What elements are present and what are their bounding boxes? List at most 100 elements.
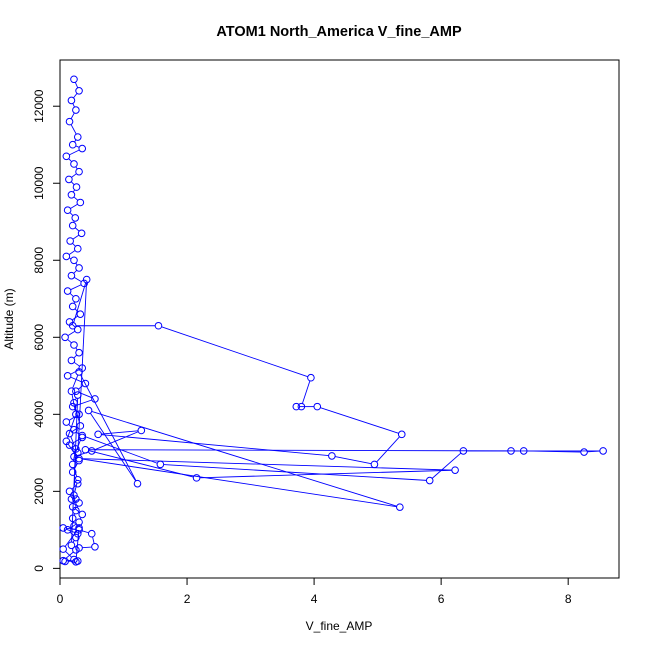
data-point <box>580 448 588 456</box>
series-segment <box>72 234 80 240</box>
data-point <box>70 398 78 407</box>
series-segment <box>101 430 139 435</box>
y-tick-label: 8000 <box>32 247 46 274</box>
data-point <box>68 221 77 230</box>
data-point <box>61 333 69 342</box>
series-segment <box>376 436 400 463</box>
series-segment <box>75 399 92 406</box>
data-point <box>72 533 80 542</box>
data-point <box>73 529 82 538</box>
series-segment <box>73 196 79 201</box>
data-point <box>71 214 80 222</box>
data-point <box>67 190 76 199</box>
series-segment <box>94 431 139 451</box>
series-segment <box>68 158 72 162</box>
data-point <box>94 430 102 439</box>
series-segment <box>301 380 311 404</box>
data-point <box>63 287 72 295</box>
data-point <box>72 546 80 554</box>
data-point <box>78 431 87 440</box>
data-point <box>84 406 93 415</box>
series-segment <box>88 450 194 478</box>
data-point <box>67 495 76 503</box>
series-segment <box>70 112 75 119</box>
y-tick-label: 10000 <box>32 166 46 200</box>
data-point <box>70 452 78 461</box>
series-segment <box>161 326 308 378</box>
x-tick-label: 2 <box>184 592 191 606</box>
data-point <box>67 387 76 396</box>
data-point <box>507 447 515 455</box>
data-point <box>61 557 69 566</box>
series-segment <box>587 450 600 453</box>
x-tick-label: 6 <box>438 592 445 606</box>
data-point <box>72 410 80 419</box>
series-segment <box>75 145 80 148</box>
data-point <box>75 454 83 463</box>
data-point <box>70 256 78 265</box>
data-point <box>63 206 72 215</box>
data-point <box>68 468 77 476</box>
series-segment <box>70 124 77 135</box>
data-point <box>68 302 77 311</box>
data-point <box>397 430 406 439</box>
data-point <box>137 426 146 435</box>
data-point <box>73 391 82 399</box>
series-segment <box>101 434 329 457</box>
series-segment <box>92 536 95 544</box>
data-point <box>87 529 96 538</box>
series-segment <box>320 407 399 434</box>
series-segment <box>73 282 87 323</box>
y-tick-label: 4000 <box>32 401 46 428</box>
series-segment <box>69 292 74 297</box>
series-segment <box>69 149 80 156</box>
y-tick-label: 12000 <box>32 89 46 123</box>
data-point <box>68 140 77 149</box>
x-tick-label: 0 <box>57 592 64 606</box>
series-segment <box>74 482 78 493</box>
series-segment <box>91 411 397 507</box>
x-tick-label: 8 <box>565 592 572 606</box>
series-segment <box>74 82 79 88</box>
series-segment <box>74 276 82 283</box>
series-segment <box>527 450 581 453</box>
data-point <box>451 466 459 474</box>
y-axis: 0 2000 4000 6000 8000 10000 12000 <box>32 89 61 572</box>
data-point <box>328 452 336 460</box>
series-segment <box>73 354 78 359</box>
data-point <box>76 422 85 430</box>
series-segment <box>70 284 82 291</box>
data-point <box>59 545 67 553</box>
series-segment <box>65 551 72 558</box>
data-point <box>67 541 76 550</box>
data-point <box>66 237 74 245</box>
series-segment <box>82 458 397 508</box>
series-segment <box>71 173 77 178</box>
series-segment <box>199 469 452 479</box>
data-point <box>63 526 72 534</box>
data-point <box>65 487 74 496</box>
series-segment <box>82 546 92 549</box>
data-point <box>70 75 78 84</box>
series-points <box>59 75 607 566</box>
data-point <box>72 387 80 396</box>
plot-frame <box>59 59 620 579</box>
series-segment <box>80 374 137 481</box>
series-segment <box>70 376 83 383</box>
series-segment <box>70 203 78 209</box>
series-segment <box>73 269 78 274</box>
data-point <box>313 402 322 411</box>
data-point <box>72 294 80 303</box>
series-segment <box>67 330 76 336</box>
data-point <box>65 429 74 438</box>
data-point <box>70 341 78 349</box>
data-point <box>68 514 77 523</box>
chart-title: ATOM1 North_America V_fine_AMP <box>216 24 462 40</box>
data-point <box>75 499 83 507</box>
data-point <box>68 402 77 411</box>
data-point <box>75 526 83 534</box>
series-segment <box>64 530 78 547</box>
y-tick-label: 0 <box>32 565 46 572</box>
data-point <box>67 271 76 280</box>
